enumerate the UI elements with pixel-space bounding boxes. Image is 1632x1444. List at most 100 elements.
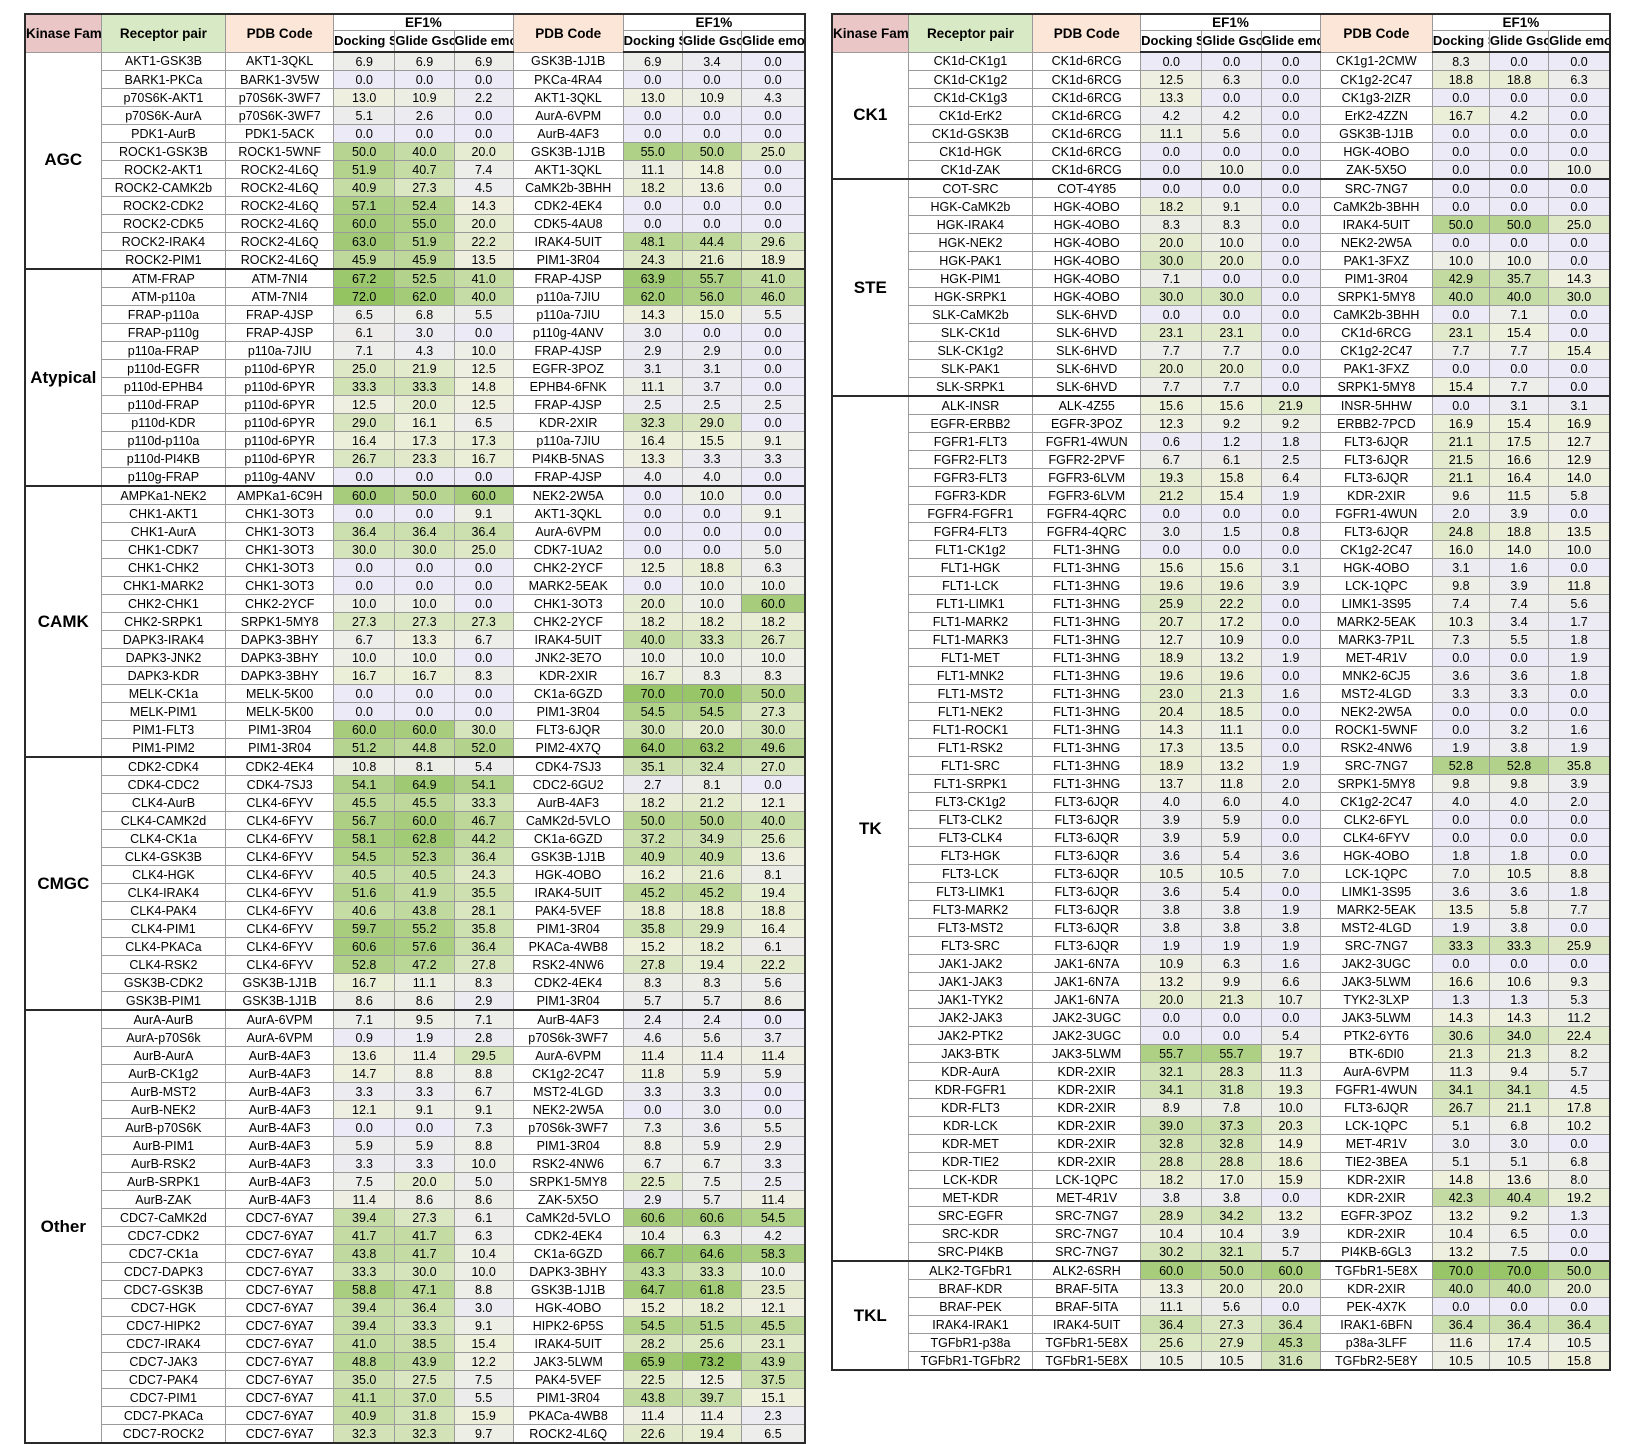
table-row: ROCK2-CDK5 ROCK2-4L6Q 60.0 55.0 20.0 CDK5-4AU… xyxy=(25,214,806,233)
glide-gscore-2-cell: 14.8 xyxy=(681,160,743,179)
docking-score-cell: 10.0 xyxy=(333,648,396,667)
glide-emodel-cell: 0.0 xyxy=(1260,88,1321,107)
glide-gscore-cell: 7.8 xyxy=(1201,1098,1262,1117)
glide-emodel-2-cell: 0.0 xyxy=(741,178,806,197)
docking-score-2-cell: 0.0 xyxy=(1431,160,1490,180)
pdb-code-2-cell: CK1g3-2IZR xyxy=(1319,88,1433,107)
glide-emodel-2-cell: 2.0 xyxy=(1548,792,1611,811)
glide-gscore-cell: 5.9 xyxy=(394,1136,455,1155)
receptor-pair-cell: ROCK2-PIM1 xyxy=(100,250,227,270)
pdb-code-cell: CDC7-6YA7 xyxy=(225,1424,335,1444)
receptor-pair-cell: CLK4-RSK2 xyxy=(100,955,227,974)
docking-score-2-cell: 0.0 xyxy=(622,196,683,215)
glide-gscore-2-cell: 56.0 xyxy=(681,287,743,306)
docking-score-2-cell: 55.0 xyxy=(622,142,683,161)
kinase-family-label: STE xyxy=(831,178,909,397)
pdb-code-2-cell: LCK-1QPC xyxy=(1319,1116,1433,1135)
receptor-pair-cell: HGK-PAK1 xyxy=(907,251,1034,270)
table-row: FGFR4-FGFR1 FGFR4-4QRC 0.0 0.0 0.0 FGFR1-4WUN… xyxy=(832,504,1611,523)
kinase-family-label: TKL xyxy=(831,1260,909,1371)
docking-score-2-cell: 3.6 xyxy=(1431,666,1490,685)
docking-score-2-cell: 8.3 xyxy=(622,973,683,992)
pdb-code-2-cell: p110g-4ANV xyxy=(512,323,624,342)
glide-gscore-2-cell: 63.2 xyxy=(681,738,743,758)
docking-score-2-cell: 11.1 xyxy=(622,160,683,179)
glide-emodel-2-cell: 50.0 xyxy=(741,684,806,703)
receptor-pair-cell: GSK3B-CDK2 xyxy=(100,973,227,992)
table-row: FLT1-SRC FLT1-3HNG 18.9 13.2 1.9 SRC-7NG7 52.8… xyxy=(832,756,1611,775)
docking-score-2-cell: 14.8 xyxy=(1431,1170,1490,1189)
glide-gscore-2-cell: 4.0 xyxy=(1488,792,1550,811)
docking-score-2-cell: 7.0 xyxy=(1431,864,1490,883)
table-row: p110d-PI4KB p110d-6PYR 26.7 23.3 16.7 PI4KB-5… xyxy=(25,449,806,468)
glide-gscore-2-cell: 6.5 xyxy=(1488,1224,1550,1243)
pdb-code-2-cell: ZAK-5X5O xyxy=(1319,160,1433,180)
glide-emodel-cell: 6.5 xyxy=(453,413,514,432)
docking-score-cell: 51.9 xyxy=(333,160,396,179)
glide-gscore-2-cell: 34.9 xyxy=(681,829,743,848)
docking-score-2-cell: 3.1 xyxy=(1431,558,1490,577)
pdb-code-2-cell: FLT3-6JQR xyxy=(1319,450,1433,469)
docking-score-2-cell: 2.0 xyxy=(1431,504,1490,523)
pdb-code-cell: FLT3-6JQR xyxy=(1032,900,1142,919)
docking-score-cell: 4.2 xyxy=(1140,106,1203,125)
glide-gscore-2-cell: 0.0 xyxy=(681,540,743,559)
docking-score-2-cell: 1.9 xyxy=(1431,738,1490,757)
pdb-code-cell: GSK3B-1J1B xyxy=(225,991,335,1011)
docking-score-cell: 10.0 xyxy=(333,594,396,613)
glide-gscore-2-cell: 14.3 xyxy=(1488,1008,1550,1027)
col-glide-emodel-2: Glide emodel xyxy=(741,30,806,53)
receptor-pair-cell: AurB-PIM1 xyxy=(100,1136,227,1155)
pdb-code-cell: FLT1-3HNG xyxy=(1032,684,1142,703)
pdb-code-cell: CLK4-6FYV xyxy=(225,919,335,938)
col-pdb-code: PDB Code xyxy=(225,13,335,53)
pdb-code-2-cell: HGK-4OBO xyxy=(512,865,624,884)
pdb-code-cell: BRAF-5ITA xyxy=(1032,1297,1142,1316)
glide-gscore-cell: 5.9 xyxy=(1201,810,1262,829)
pdb-code-cell: CDC7-6YA7 xyxy=(225,1262,335,1281)
pdb-code-cell: JAK1-6N7A xyxy=(1032,990,1142,1009)
glide-gscore-cell: 10.0 xyxy=(1201,160,1262,180)
glide-gscore-2-cell: 3.4 xyxy=(1488,612,1550,631)
pdb-code-cell: CHK1-3OT3 xyxy=(225,558,335,577)
receptor-pair-cell: ROCK2-CDK5 xyxy=(100,214,227,233)
pdb-code-2-cell: CLK2-6FYL xyxy=(1319,810,1433,829)
glide-emodel-cell: 44.2 xyxy=(453,829,514,848)
glide-gscore-2-cell: 50.0 xyxy=(681,811,743,830)
glide-gscore-cell: 40.5 xyxy=(394,865,455,884)
glide-gscore-2-cell: 12.5 xyxy=(681,1370,743,1389)
glide-gscore-2-cell: 61.8 xyxy=(681,1280,743,1299)
col-docking-score: Docking Score xyxy=(1140,30,1203,53)
docking-score-2-cell: 4.0 xyxy=(1431,792,1490,811)
docking-score-cell: 15.6 xyxy=(1140,558,1203,577)
glide-emodel-cell: 0.0 xyxy=(1260,178,1321,198)
glide-gscore-2-cell: 11.4 xyxy=(681,1406,743,1425)
glide-gscore-cell: 36.4 xyxy=(394,522,455,541)
glide-gscore-2-cell: 0.0 xyxy=(1488,51,1550,71)
glide-emodel-2-cell: 54.5 xyxy=(741,1208,806,1227)
pdb-code-cell: ROCK2-4L6Q xyxy=(225,250,335,270)
docking-score-2-cell: 3.0 xyxy=(622,323,683,342)
table-row: JAK1-TYK2 JAK1-6N7A 20.0 21.3 10.7 TYK2-3LXP 1… xyxy=(832,990,1611,1009)
receptor-pair-cell: CDC7-GSK3B xyxy=(100,1280,227,1299)
receptor-pair-cell: DAPK3-KDR xyxy=(100,666,227,685)
table-row: CHK1-CHK2 CHK1-3OT3 0.0 0.0 0.0 CHK2-2YCF 12.5… xyxy=(25,558,806,577)
glide-emodel-2-cell: 1.8 xyxy=(1548,666,1611,685)
glide-gscore-2-cell: 3.6 xyxy=(1488,882,1550,901)
docking-score-2-cell: 2.9 xyxy=(622,341,683,360)
table-row: p110d-KDR p110d-6PYR 29.0 16.1 6.5 KDR-2XIR 32… xyxy=(25,413,806,432)
table-row: CHK1-MARK2 CHK1-3OT3 0.0 0.0 0.0 MARK2-5EAK 0.… xyxy=(25,576,806,595)
glide-emodel-cell: 19.7 xyxy=(1260,1044,1321,1063)
docking-score-2-cell: 0.0 xyxy=(1431,359,1490,378)
glide-emodel-cell: 0.0 xyxy=(453,70,514,89)
pdb-code-cell: CLK4-6FYV xyxy=(225,883,335,902)
glide-gscore-2-cell: 0.0 xyxy=(1488,124,1550,143)
docking-score-2-cell: 33.3 xyxy=(1431,936,1490,955)
kinase-family-label: Other xyxy=(24,1009,102,1444)
glide-gscore-2-cell: 18.8 xyxy=(681,901,743,920)
glide-emodel-cell: 3.8 xyxy=(1260,918,1321,937)
receptor-pair-cell: CDC7-HIPK2 xyxy=(100,1316,227,1335)
docking-score-2-cell: 18.2 xyxy=(622,178,683,197)
pdb-code-2-cell: CHK2-2YCF xyxy=(512,612,624,631)
pdb-code-2-cell: BTK-6DI0 xyxy=(1319,1044,1433,1063)
